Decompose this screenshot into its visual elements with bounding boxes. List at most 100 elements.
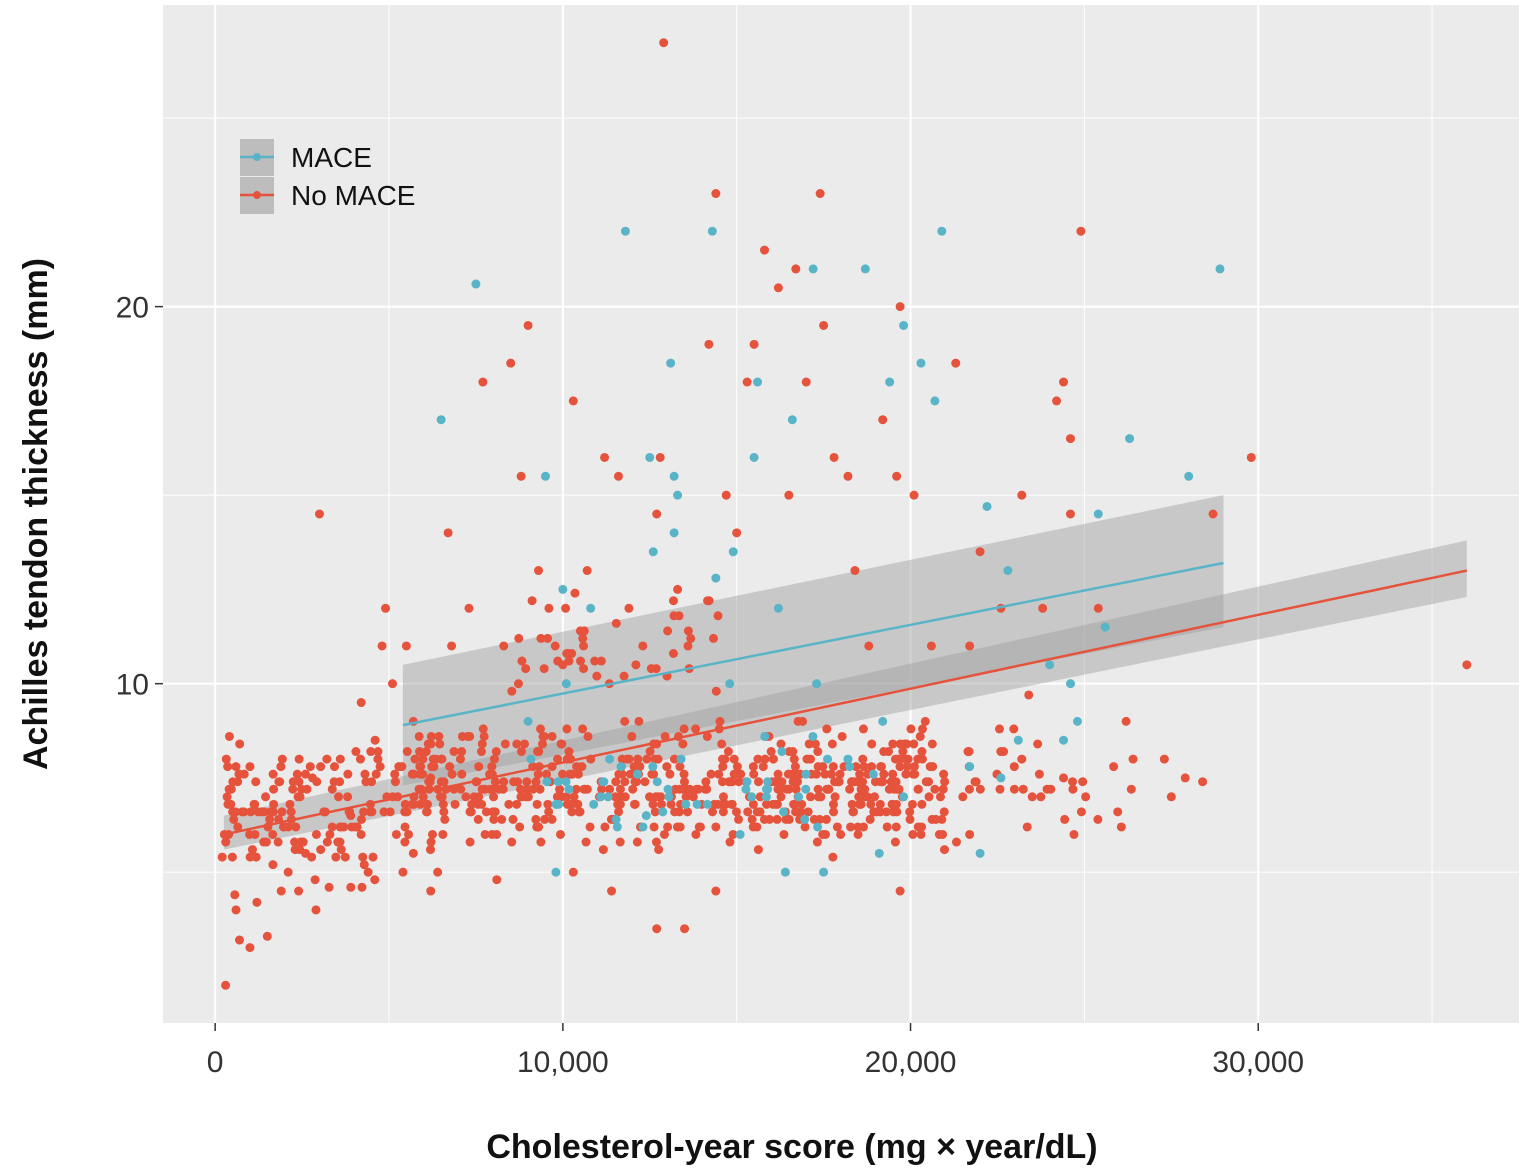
- x-tick-label: 20,000: [865, 1046, 957, 1079]
- data-point: [567, 807, 577, 817]
- data-point: [895, 886, 905, 896]
- data-point: [975, 547, 985, 557]
- data-point: [718, 762, 728, 772]
- data-point: [662, 762, 672, 772]
- data-point: [791, 264, 801, 274]
- data-point: [1027, 792, 1037, 802]
- data-point: [695, 822, 705, 832]
- data-point: [864, 641, 874, 651]
- data-point: [860, 784, 870, 794]
- data-point: [500, 739, 510, 749]
- data-point: [753, 754, 763, 764]
- data-point: [363, 867, 373, 877]
- data-point: [1013, 735, 1023, 745]
- data-point: [848, 807, 858, 817]
- data-point: [438, 799, 448, 809]
- data-point: [821, 814, 831, 824]
- data-point: [561, 603, 571, 613]
- data-point: [938, 784, 948, 794]
- data-point: [779, 807, 789, 817]
- data-point: [658, 807, 668, 817]
- data-point: [732, 528, 742, 538]
- data-point: [478, 724, 488, 734]
- data-point: [656, 799, 666, 809]
- data-point: [1034, 769, 1044, 779]
- data-point: [806, 792, 816, 802]
- data-point: [707, 226, 717, 236]
- data-point: [808, 731, 818, 741]
- data-point: [790, 762, 800, 772]
- data-point: [711, 189, 721, 199]
- data-point: [691, 829, 701, 839]
- data-point: [903, 762, 913, 772]
- data-point: [508, 814, 518, 824]
- data-point: [358, 852, 368, 862]
- data-point: [603, 792, 613, 802]
- data-point: [1126, 784, 1136, 794]
- data-point: [1121, 716, 1131, 726]
- data-point: [410, 754, 420, 764]
- data-point: [415, 799, 425, 809]
- data-point: [301, 848, 311, 858]
- data-point: [851, 762, 861, 772]
- data-point: [252, 897, 262, 907]
- data-point: [555, 829, 565, 839]
- data-point: [250, 829, 260, 839]
- data-point: [504, 799, 514, 809]
- data-point: [801, 769, 811, 779]
- data-point: [774, 784, 784, 794]
- data-point: [556, 739, 566, 749]
- x-axis-title: Cholesterol-year score (mg × year/dL): [486, 1128, 1097, 1166]
- data-point: [777, 777, 787, 787]
- data-point: [290, 837, 300, 847]
- data-point: [678, 739, 688, 749]
- data-point: [331, 852, 341, 862]
- data-point: [847, 777, 857, 787]
- y-tick-label: 10: [116, 669, 149, 702]
- data-point: [915, 731, 925, 741]
- data-point: [537, 739, 547, 749]
- data-point: [930, 784, 940, 794]
- data-point: [749, 339, 759, 349]
- data-point: [824, 784, 834, 794]
- data-point: [499, 777, 509, 787]
- data-point: [402, 747, 412, 757]
- data-point: [506, 358, 516, 368]
- data-point: [879, 747, 889, 757]
- data-point: [228, 777, 238, 787]
- data-point: [734, 814, 744, 824]
- data-point: [675, 762, 685, 772]
- data-point: [277, 807, 287, 817]
- data-point: [1246, 452, 1256, 462]
- data-point: [327, 822, 337, 832]
- data-point: [262, 931, 272, 941]
- data-point: [418, 792, 428, 802]
- data-point: [891, 777, 901, 787]
- data-point: [592, 671, 602, 681]
- data-point: [858, 724, 868, 734]
- data-point: [516, 471, 526, 481]
- data-point: [1036, 792, 1046, 802]
- data-point: [360, 769, 370, 779]
- data-point: [400, 822, 410, 832]
- data-point: [995, 784, 1005, 794]
- data-point: [390, 777, 400, 787]
- data-point: [543, 633, 553, 643]
- data-point: [905, 807, 915, 817]
- data-point: [330, 762, 340, 772]
- data-point: [651, 837, 661, 847]
- data-point: [801, 784, 811, 794]
- data-point: [1208, 509, 1218, 519]
- data-point: [1076, 226, 1086, 236]
- data-point: [616, 762, 626, 772]
- data-point: [918, 724, 928, 734]
- data-point: [497, 814, 507, 824]
- data-point: [499, 641, 509, 651]
- data-point: [327, 784, 337, 794]
- data-point: [632, 837, 642, 847]
- data-point: [233, 822, 243, 832]
- data-point: [668, 649, 678, 659]
- data-point: [772, 814, 782, 824]
- data-point: [996, 773, 1006, 783]
- data-point: [776, 792, 786, 802]
